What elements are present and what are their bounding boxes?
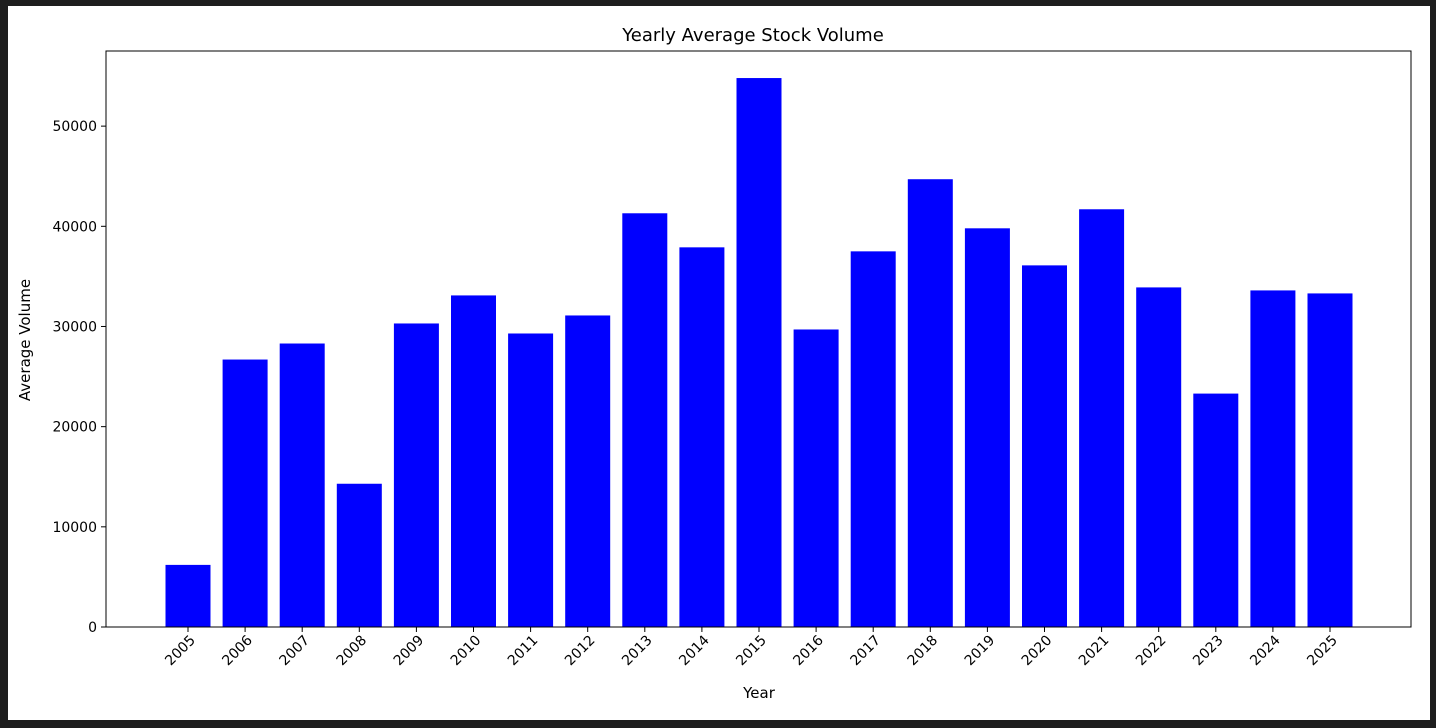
- bar-2014: [679, 247, 725, 627]
- x-tick-label: 2010: [448, 633, 485, 670]
- x-tick-label: 2016: [790, 632, 827, 669]
- bar-2007: [279, 343, 325, 627]
- x-tick-label: 2013: [619, 633, 656, 670]
- x-tick-label: 2025: [1304, 633, 1341, 670]
- bar-2022: [1136, 287, 1182, 627]
- y-tick-label: 10000: [52, 520, 97, 536]
- bar-2006: [222, 359, 268, 627]
- x-tick-label: 2015: [733, 633, 770, 670]
- x-tick-label: 2021: [1076, 633, 1113, 670]
- bar-2025: [1307, 293, 1353, 627]
- bar-2005: [165, 564, 211, 627]
- chart-title: Yearly Average Stock Volume: [621, 25, 884, 46]
- y-tick-label: 0: [88, 620, 97, 636]
- x-tick-label: 2024: [1247, 632, 1284, 669]
- x-tick-label: 2007: [277, 633, 314, 670]
- bar-2012: [565, 315, 611, 627]
- bar-2018: [907, 179, 953, 627]
- x-tick-label: 2019: [962, 633, 999, 670]
- bar-2023: [1193, 393, 1239, 627]
- x-tick-label: 2022: [1133, 633, 1170, 670]
- bar-2024: [1250, 290, 1296, 627]
- bars-group: [165, 78, 1353, 628]
- bar-2010: [451, 295, 496, 627]
- bar-2008: [336, 483, 382, 627]
- x-tick-label: 2020: [1019, 633, 1056, 670]
- x-tick-label: 2018: [905, 633, 942, 670]
- bar-2016: [793, 329, 839, 627]
- bar-2017: [850, 251, 896, 627]
- bar-2020: [1022, 265, 1067, 627]
- bar-chart: Yearly Average Stock Volume 0 10000 20000 3…: [16, 25, 1412, 702]
- chart-canvas: Yearly Average Stock Volume 0 10000 20000 3…: [8, 6, 1430, 720]
- x-tick-label: 2017: [848, 633, 885, 670]
- y-tick-label: 40000: [52, 219, 97, 235]
- bar-2021: [1079, 209, 1125, 627]
- bar-2011: [508, 333, 554, 627]
- y-tick-label: 30000: [52, 319, 97, 335]
- x-tick-label: 2005: [162, 633, 199, 670]
- bar-2019: [964, 228, 1010, 627]
- x-tick-label: 2009: [391, 633, 428, 670]
- bar-2013: [622, 213, 668, 627]
- x-tick-label: 2008: [334, 633, 371, 670]
- bar-2015: [736, 78, 782, 628]
- x-tick-label: 2006: [219, 632, 256, 669]
- x-tick-label: 2011: [505, 633, 542, 670]
- y-tick-label: 50000: [52, 119, 97, 135]
- y-tick-label: 20000: [52, 420, 97, 436]
- x-axis: 2005 2006 2007 2008 2009 2010 2011 2012 2013 2014…: [162, 627, 1341, 669]
- bar-2009: [393, 323, 439, 627]
- y-axis-label: Average Volume: [16, 279, 34, 401]
- x-tick-label: 2014: [676, 632, 713, 669]
- x-tick-label: 2023: [1190, 633, 1227, 670]
- x-axis-label: Year: [742, 684, 776, 702]
- x-tick-label: 2012: [562, 633, 599, 670]
- y-axis: 0 10000 20000 30000 40000 50000: [52, 119, 106, 636]
